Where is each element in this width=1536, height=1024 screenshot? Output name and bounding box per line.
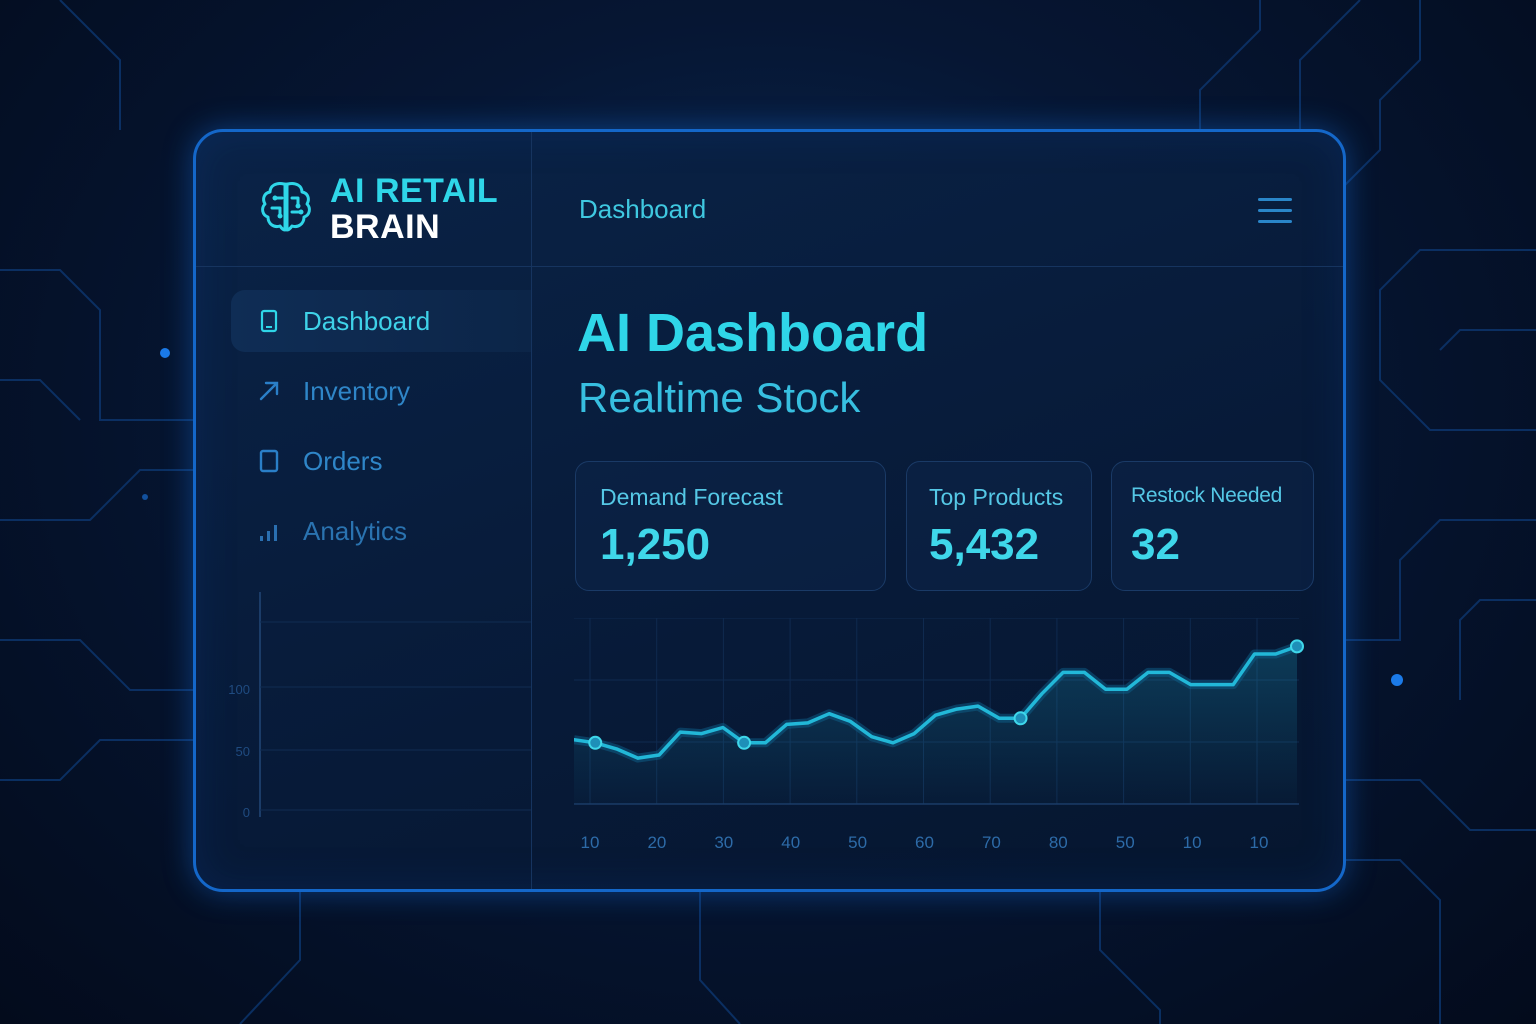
card-top-products[interactable]: Top Products 5,432	[906, 461, 1092, 591]
x-tick-label: 20	[647, 833, 666, 852]
logo-text-line1: AI RETAIL	[330, 172, 499, 210]
card-value: 5,432	[929, 520, 1040, 569]
x-tick-label: 50	[1116, 833, 1135, 852]
card-label: Demand Forecast	[600, 484, 783, 510]
tablet-icon	[260, 309, 278, 333]
hamburger-menu-button[interactable]	[1256, 196, 1296, 226]
chart-data-point[interactable]	[1290, 639, 1304, 654]
sidebar-item-label: Orders	[303, 446, 383, 476]
card-restock-needed[interactable]: Restock Needed 32	[1111, 461, 1314, 591]
bar-chart-icon	[260, 525, 277, 541]
chart-data-point[interactable]	[1013, 711, 1028, 726]
stock-line-chart: 10 20 30 40 50 60 70 80 50 10 10	[574, 618, 1304, 852]
card-label: Restock Needed	[1131, 484, 1283, 507]
hamburger-line	[1258, 209, 1292, 212]
x-tick-label: 10	[581, 833, 600, 852]
sidebar-mini-chart: 100 50 0	[228, 592, 531, 820]
chart-area-fill	[574, 646, 1297, 804]
sidebar-item-dashboard[interactable]: Dashboard	[231, 290, 531, 352]
logo-text-line2: BRAIN	[330, 208, 441, 246]
chart-data-point[interactable]	[737, 735, 752, 750]
page-title: AI Dashboard	[577, 303, 929, 363]
sidebar-item-orders[interactable]: Orders	[231, 430, 531, 492]
document-icon	[259, 449, 279, 473]
card-value: 1,250	[600, 520, 711, 569]
mini-chart-tick-label: 100	[228, 682, 250, 697]
x-tick-label: 10	[1183, 833, 1202, 852]
app-logo[interactable]: AI RETAIL BRAIN	[258, 172, 518, 246]
mini-chart-tick-label: 0	[243, 805, 250, 820]
x-tick-label: 60	[915, 833, 934, 852]
x-tick-label: 50	[848, 833, 867, 852]
hamburger-menu-icon	[1258, 198, 1292, 201]
card-demand-forecast[interactable]: Demand Forecast 1,250	[575, 461, 886, 591]
chart-series-line	[574, 644, 1299, 760]
page-subtitle: Realtime Stock	[578, 374, 861, 421]
brain-circuit-icon	[261, 182, 311, 232]
sidebar-item-analytics[interactable]: Analytics	[231, 500, 531, 562]
x-tick-label: 70	[982, 833, 1001, 852]
sidebar-item-inventory[interactable]: Inventory	[231, 360, 531, 422]
hamburger-line	[1258, 220, 1292, 223]
header-divider	[196, 266, 1343, 267]
sidebar-item-label: Analytics	[303, 516, 408, 546]
x-tick-label: 40	[781, 833, 800, 852]
x-tick-label: 30	[714, 833, 733, 852]
card-label: Top Products	[929, 484, 1064, 510]
sidebar-item-label: Dashboard	[303, 306, 431, 336]
sidebar-item-label: Inventory	[303, 376, 410, 406]
card-value: 32	[1131, 520, 1180, 569]
dashboard-window: AI RETAIL BRAIN Dashboard Dashboard Inve…	[193, 129, 1346, 892]
mini-chart-tick-label: 50	[236, 744, 250, 759]
x-tick-label: 80	[1049, 833, 1068, 852]
arrow-up-right-icon	[259, 381, 279, 401]
sidebar-divider	[531, 132, 532, 889]
x-tick-label: 10	[1250, 833, 1269, 852]
chart-data-point[interactable]	[588, 735, 603, 750]
header-title: Dashboard	[579, 194, 707, 224]
